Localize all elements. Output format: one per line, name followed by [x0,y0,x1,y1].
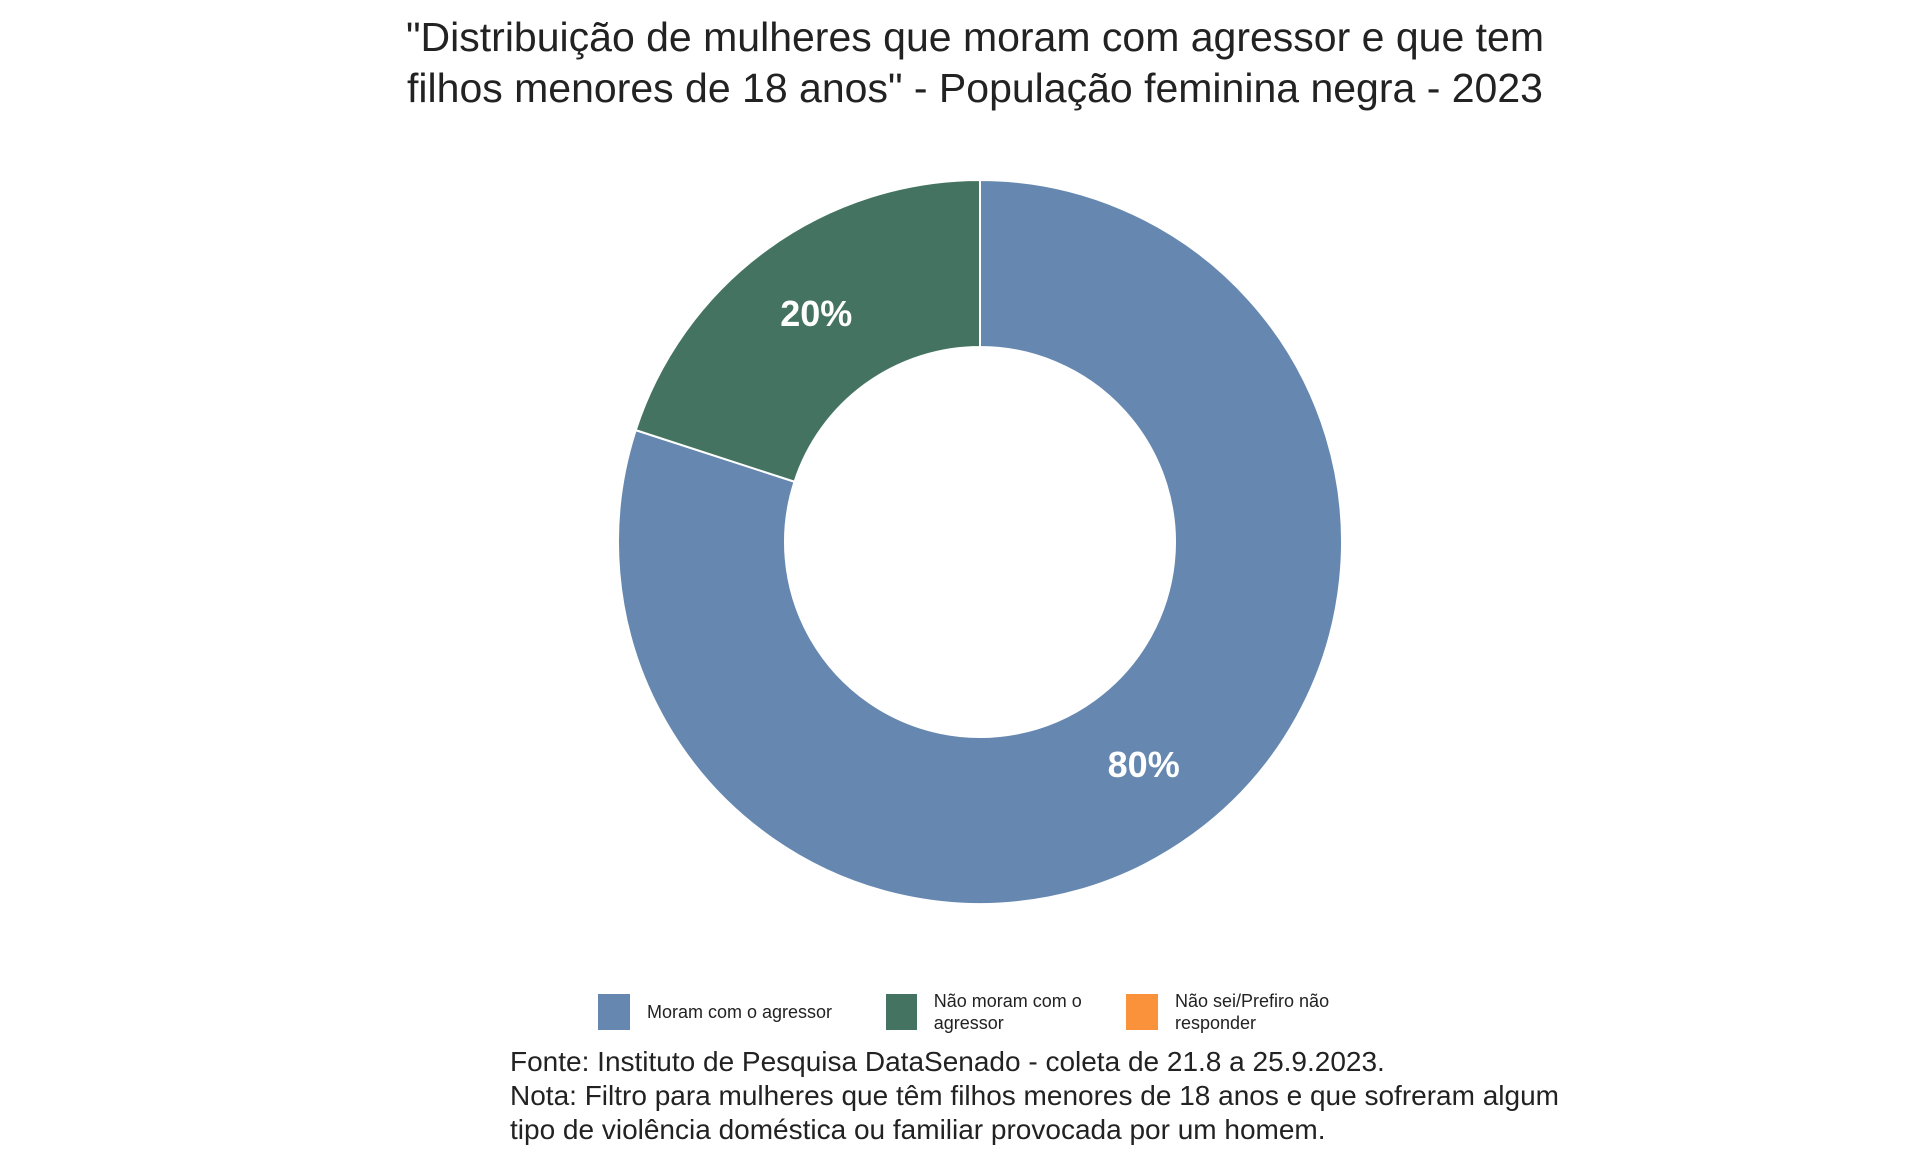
legend-label-nao-moram: Não moram com o agressor [933,991,1082,1033]
legend-label-moram: Moram com o agressor [647,1002,833,1022]
legend-item-nao-moram: Não moram com o agressor [886,990,1126,1034]
donut-chart: 80% 20% [617,178,1343,905]
legend-item-moram: Moram com o agressor [598,990,886,1034]
chart-title-line-1: "Distribuição de mulheres que moram com … [406,14,1544,60]
legend-label-nao-sei: Não sei/Prefiro não responder [1175,991,1330,1033]
chart-notes: Fonte: Instituto de Pesquisa DataSenado … [510,1045,1559,1147]
source-note: Fonte: Instituto de Pesquisa DataSenado … [510,1046,1385,1077]
donut-slice-1 [634,178,981,484]
filter-note-line-1: Nota: Filtro para mulheres que têm filho… [510,1080,1559,1111]
legend-swatch-moram [598,994,630,1030]
donut-slice-0 [617,178,1343,905]
legend-swatch-nao-sei [1126,994,1158,1030]
legend: Moram com o agressor Não moram com o agr… [598,990,1375,1034]
donut-data-label-1: 20% [780,293,852,334]
legend-swatch-nao-moram [886,994,917,1030]
legend-item-nao-sei: Não sei/Prefiro não responder [1126,990,1375,1034]
chart-title-line-2: filhos menores de 18 anos" - População f… [407,65,1543,111]
donut-data-label-0: 80% [1108,744,1180,785]
filter-note-line-2: tipo de violência doméstica ou familiar … [510,1114,1326,1145]
chart-title: "Distribuição de mulheres que moram com … [0,12,1920,114]
